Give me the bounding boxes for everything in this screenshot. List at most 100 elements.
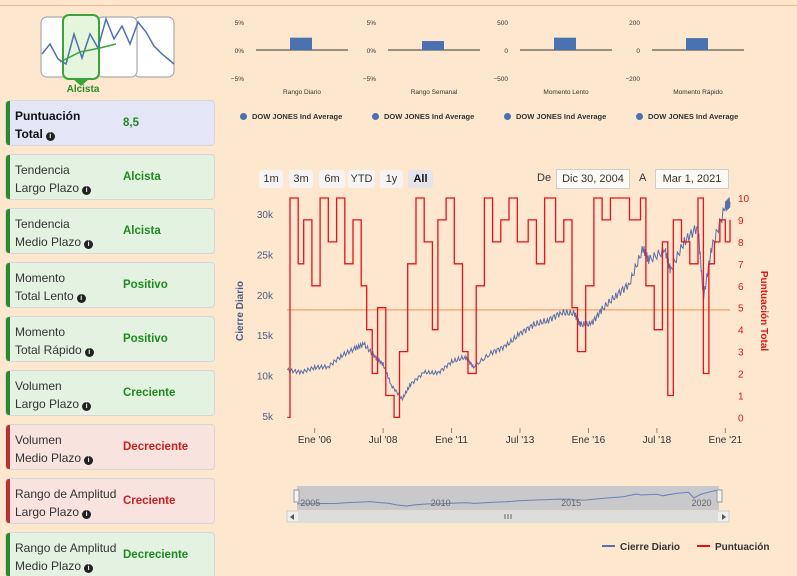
panel-label-line2-text: Total Rápido <box>15 343 82 357</box>
legend-puntuacion-swatch <box>697 545 710 547</box>
legend-dot-icon <box>636 113 643 120</box>
indicator-panel[interactable]: Rango de Amplitud Medio Plazo i Decreciente <box>5 532 215 576</box>
panel-value: Alcista <box>123 225 161 237</box>
mini-chart-title: Momento Lento <box>543 89 589 96</box>
range-button[interactable]: 3m <box>289 170 313 188</box>
indicator-panel[interactable]: Puntuación Total i 8,5 <box>5 100 215 146</box>
info-icon[interactable]: i <box>84 348 94 357</box>
panel-label-line2-text: Medio Plazo <box>15 559 82 573</box>
legend-cierre-label: Cierre Diario <box>620 542 681 553</box>
trend-cards-icon[interactable] <box>40 14 176 96</box>
panel-label-line1: Volumen <box>15 433 62 447</box>
range-button[interactable]: 1y <box>380 170 403 188</box>
navigator-handle-left[interactable] <box>293 489 300 503</box>
y-right-tick-label: 6 <box>738 282 744 293</box>
indicator-panel[interactable]: Momento Total Rápido i Positivo <box>5 316 215 362</box>
mini-bar[interactable] <box>686 38 708 50</box>
navigator-tick-label: 2015 <box>561 498 581 508</box>
mini-tick-label: −500 <box>494 76 508 83</box>
mini-chart[interactable]: 5% 0% −5% Rango Diario <box>230 14 350 98</box>
mini-legend[interactable]: DOW JONES Ind Average <box>372 112 474 121</box>
y-right-tick-label: 9 <box>738 216 744 227</box>
scroll-right-arrow-icon[interactable] <box>722 514 726 520</box>
navigator-series <box>297 489 720 507</box>
panel-accent-bar <box>6 263 10 307</box>
scroll-left-arrow-icon[interactable] <box>290 514 294 520</box>
range-button[interactable]: 1m <box>259 170 283 188</box>
legend-dot-icon <box>372 113 379 120</box>
to-date-input[interactable]: Mar 1, 2021 <box>655 169 729 189</box>
panel-label-line2-text: Largo Plazo <box>15 505 80 519</box>
x-tick-label: Ene '21 <box>709 435 743 446</box>
range-button[interactable]: All <box>408 170 433 188</box>
y-right-tick-label: 3 <box>738 348 744 359</box>
range-button[interactable]: 6m <box>319 170 345 188</box>
info-icon[interactable]: i <box>84 564 94 573</box>
legend-puntuacion[interactable]: Puntuación <box>697 542 769 553</box>
panel-value: Positivo <box>123 279 168 291</box>
navigator-chart[interactable]: 2005 2010 2015 2020 <box>285 484 735 526</box>
panel-label-line2-text: Medio Plazo <box>15 451 82 465</box>
indicator-panel[interactable]: Volumen Largo Plazo i Creciente <box>5 370 215 416</box>
mini-chart[interactable]: 5% 0% −5% Rango Semanal <box>362 14 482 98</box>
mini-tick-label: 5% <box>367 20 377 27</box>
x-tick-label: Ene '06 <box>298 435 332 446</box>
legend-puntuacion-label: Puntuación <box>715 542 770 553</box>
legend-cierre[interactable]: Cierre Diario <box>602 542 680 553</box>
panel-label-line1: Rango de Amplitud <box>15 487 117 501</box>
indicator-panel[interactable]: Rango de Amplitud Largo Plazo i Creciente <box>5 478 215 524</box>
x-tick-label: Ene '16 <box>572 435 606 446</box>
mini-tick-label: 0% <box>235 48 245 55</box>
info-icon[interactable]: i <box>84 456 94 465</box>
panel-label-line2-text: Largo Plazo <box>15 397 80 411</box>
navigator-handle-right[interactable] <box>716 489 723 503</box>
panel-label-line2-text: Total Lento <box>15 289 74 303</box>
indicator-panel[interactable]: Tendencia Largo Plazo i Alcista <box>5 154 215 200</box>
panel-accent-bar <box>6 533 10 576</box>
panel-label-line2: Medio Plazo i <box>15 451 94 465</box>
mini-bar[interactable] <box>554 37 576 50</box>
indicator-panel[interactable]: Volumen Medio Plazo i Decreciente <box>5 424 215 470</box>
y-left-tick-label: 25k <box>257 251 274 262</box>
mini-chart[interactable]: 500 0 −500 Momento Lento <box>494 14 614 98</box>
panel-label-line1: Tendencia <box>15 163 70 177</box>
y-right-axis-title: Puntuación Total <box>758 271 769 352</box>
panel-accent-bar <box>6 425 10 469</box>
navigator-selection[interactable] <box>297 486 719 510</box>
indicator-panel[interactable]: Momento Total Lento i Positivo <box>5 262 215 308</box>
mini-bar[interactable] <box>422 41 444 50</box>
series-puntuacion[interactable] <box>287 197 731 419</box>
info-icon[interactable]: i <box>82 402 92 411</box>
panel-label-line2: Largo Plazo i <box>15 181 92 195</box>
mini-legend[interactable]: DOW JONES Ind Average <box>504 112 606 121</box>
info-icon[interactable]: i <box>84 240 94 249</box>
mini-bar[interactable] <box>290 37 312 50</box>
y-left-axis-title: Cierre Diario <box>235 281 246 341</box>
from-date-input[interactable]: Dic 30, 2004 <box>556 169 630 189</box>
panel-label-line2: Medio Plazo i <box>15 559 94 573</box>
panel-value: Decreciente <box>123 549 189 561</box>
info-icon[interactable]: i <box>45 132 55 141</box>
navigator-tick-label: 2005 <box>300 498 320 508</box>
panel-label-line2: Total i <box>15 127 55 141</box>
trend-label: Alcista <box>66 84 100 95</box>
y-left-tick-label: 15k <box>257 331 274 342</box>
range-button[interactable]: YTD <box>348 170 375 188</box>
info-icon[interactable]: i <box>76 294 86 303</box>
y-left-tick-label: 5k <box>262 412 274 423</box>
x-tick-label: Ene '11 <box>435 435 468 446</box>
panel-label-line2: Medio Plazo i <box>15 235 94 249</box>
panel-label-line1: Volumen <box>15 379 62 393</box>
mini-legend-label: DOW JONES Ind Average <box>252 112 343 121</box>
mini-chart[interactable]: 200 0 −200 Momento Rápido <box>626 14 746 98</box>
mini-legend[interactable]: DOW JONES Ind Average <box>636 112 738 121</box>
indicator-panel[interactable]: Tendencia Medio Plazo i Alcista <box>5 208 215 254</box>
mini-tick-label: −5% <box>231 76 244 83</box>
series-cierre-diario[interactable] <box>286 197 731 402</box>
panel-label-line2: Total Rápido i <box>15 343 94 357</box>
info-icon[interactable]: i <box>82 510 92 519</box>
mini-legend[interactable]: DOW JONES Ind Average <box>240 112 342 121</box>
info-icon[interactable]: i <box>82 186 92 195</box>
panel-label-line1: Momento <box>15 325 66 339</box>
